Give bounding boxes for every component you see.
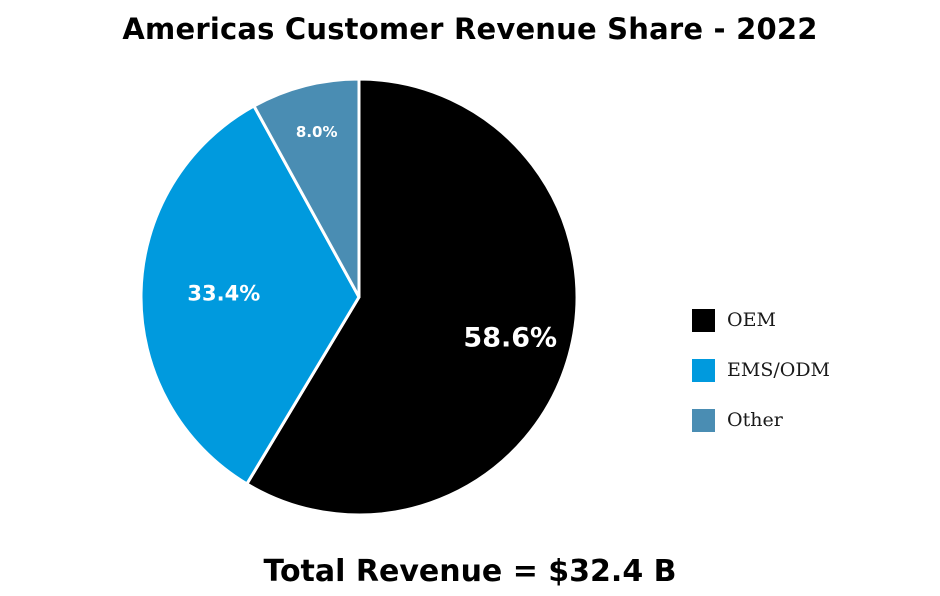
pie-slices xyxy=(139,77,579,517)
legend-item-oem: OEM xyxy=(692,304,830,336)
legend-swatch-other xyxy=(692,408,715,432)
slice-labels: 58.6% 33.4% 8.0% xyxy=(187,123,557,354)
total-revenue: Total Revenue = $32.4 B xyxy=(263,554,677,589)
legend-label-ems-odm: EMS/ODM xyxy=(727,359,831,381)
legend-label-other: Other xyxy=(727,409,783,431)
slice-label-ems-odm: 33.4% xyxy=(187,281,260,305)
pie-slice-other xyxy=(252,77,361,299)
pie-slice-oem xyxy=(245,77,579,517)
legend-label-oem: OEM xyxy=(727,309,776,331)
legend-swatch-oem xyxy=(692,308,715,332)
legend-item-ems-odm: EMS/ODM xyxy=(692,354,830,386)
chart-title: Americas Customer Revenue Share - 2022 xyxy=(122,12,818,46)
slice-label-oem: 58.6% xyxy=(463,322,557,353)
slice-label-other: 8.0% xyxy=(296,123,338,141)
legend: OEM EMS/ODM Other xyxy=(692,304,830,454)
legend-item-other: Other xyxy=(692,404,830,436)
legend-swatch-ems-odm xyxy=(692,358,715,382)
